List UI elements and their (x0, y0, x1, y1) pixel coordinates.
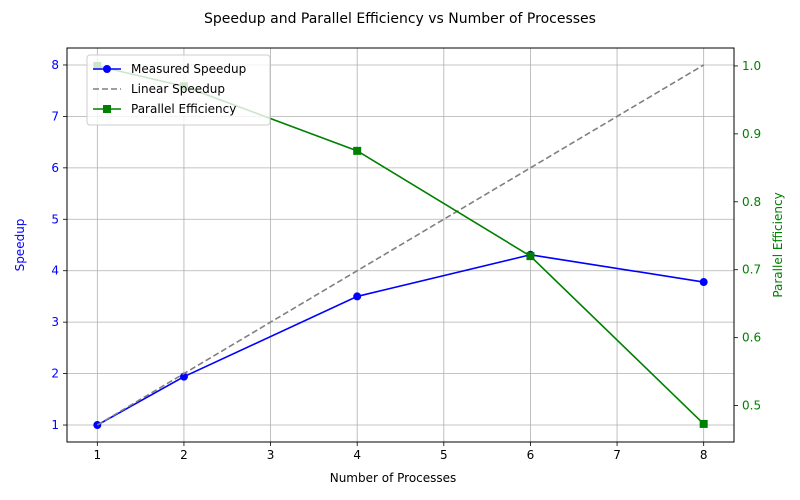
y-tick-label-right: 0.9 (742, 127, 761, 141)
x-tick-label: 4 (353, 448, 361, 462)
x-tick-label: 5 (440, 448, 448, 462)
legend-marker-measured-speedup (103, 65, 111, 73)
y-axis-label-right: Parallel Efficiency (771, 192, 785, 297)
y-tick-label-left: 2 (51, 367, 59, 381)
x-tick-label: 2 (180, 448, 188, 462)
measured-speedup-line (96, 253, 704, 426)
x-tick-label: 8 (700, 448, 708, 462)
y-tick-label-left: 4 (51, 264, 59, 278)
parallel-efficiency-point (353, 146, 362, 155)
y-tick-label-right: 0.5 (742, 399, 761, 413)
y-tick-label-left: 1 (51, 418, 59, 432)
x-axis-label: Number of Processes (330, 471, 457, 485)
y-tick-label-left: 8 (51, 58, 59, 72)
axes: 1 2 3 4 5 6 7 8 1 2 3 4 5 6 7 8 0.5 0.6 0.7 0.8 0.9 1.0 (51, 58, 761, 462)
plot-frame (66, 47, 735, 443)
y-tick-label-left: 6 (51, 161, 59, 175)
grid (67, 48, 734, 442)
y-tick-label-left: 7 (51, 109, 59, 123)
legend: Measured Speedup Linear Speedup Parallel E… (86, 54, 271, 126)
legend-marker-parallel-efficiency (103, 105, 111, 113)
x-tick-label: 7 (613, 448, 621, 462)
y-tick-label-left: 3 (51, 315, 59, 329)
parallel-efficiency-point (699, 419, 708, 428)
linear-speedup-line (96, 64, 705, 426)
chart-title: Speedup and Parallel Efficiency vs Numbe… (204, 11, 596, 27)
legend-label-linear-speedup: Linear Speedup (131, 82, 225, 96)
measured-speedup-point (699, 278, 708, 287)
measured-speedup-point (353, 292, 362, 301)
x-tick-label: 3 (267, 448, 275, 462)
x-tick-label: 1 (93, 448, 101, 462)
parallel-efficiency-point (526, 252, 535, 261)
y-tick-label-right: 0.7 (742, 263, 761, 277)
legend-box (86, 54, 271, 126)
y-tick-label-right: 1.0 (742, 59, 761, 73)
y-axis-label-left: Speedup (13, 219, 27, 272)
x-tick-label: 6 (527, 448, 535, 462)
legend-label-measured-speedup: Measured Speedup (131, 62, 246, 76)
y-tick-label-left: 5 (51, 212, 59, 226)
legend-label-parallel-efficiency: Parallel Efficiency (131, 102, 236, 116)
y-tick-label-right: 0.8 (742, 195, 761, 209)
y-tick-label-right: 0.6 (742, 331, 761, 345)
measured-speedup-point (179, 372, 188, 381)
